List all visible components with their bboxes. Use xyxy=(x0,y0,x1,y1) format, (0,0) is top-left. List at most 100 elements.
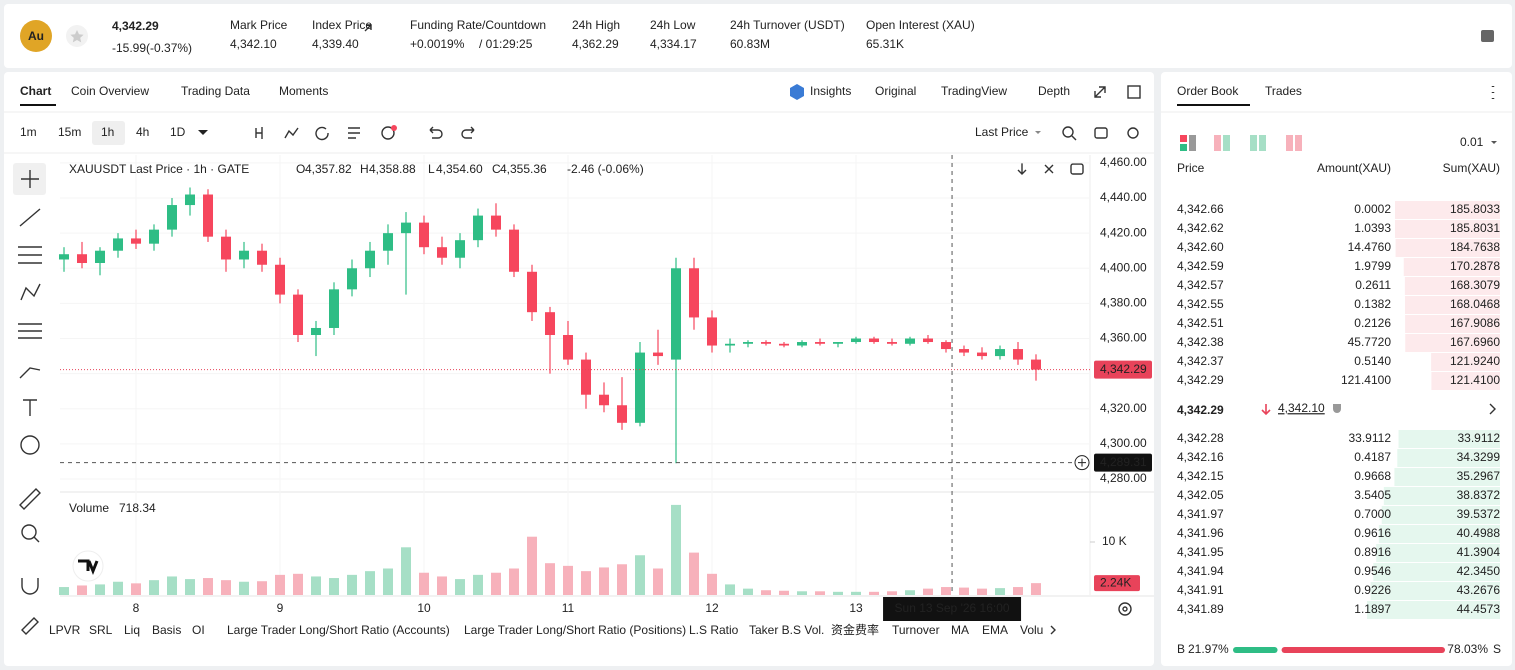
volume-bar xyxy=(131,583,142,595)
book-amount: 0.5140 xyxy=(1354,354,1391,368)
ohlc-key: O xyxy=(296,162,305,176)
column-header: Sum(XAU) xyxy=(1443,161,1500,175)
volume-bar xyxy=(869,591,880,595)
indicator[interactable]: 资金费率 xyxy=(831,622,879,637)
indicator[interactable]: SRL xyxy=(89,623,113,637)
book-price[interactable]: 4,341.95 xyxy=(1177,545,1224,559)
candle-body xyxy=(689,268,700,318)
x-tick-label: 8 xyxy=(133,601,140,615)
indicator[interactable]: Basis xyxy=(152,623,181,637)
indicator[interactable]: OI xyxy=(192,623,205,637)
book-price[interactable]: 4,342.51 xyxy=(1177,316,1224,330)
depth-bar xyxy=(1398,430,1500,448)
book-sum: 168.0468 xyxy=(1450,297,1500,311)
volume-bar xyxy=(185,579,196,595)
book-price[interactable]: 4,341.94 xyxy=(1177,564,1224,578)
book-price[interactable]: 4,342.57 xyxy=(1177,278,1224,292)
indicator[interactable]: Liq xyxy=(124,623,140,637)
book-price[interactable]: 4,342.66 xyxy=(1177,202,1224,216)
book-price[interactable]: 4,341.89 xyxy=(1177,602,1224,616)
indicator[interactable]: Large Trader Long/Short Ratio (Positions… xyxy=(464,623,686,637)
book-price[interactable]: 4,342.60 xyxy=(1177,240,1224,254)
book-price[interactable]: 4,342.55 xyxy=(1177,297,1224,311)
book-price[interactable]: 4,342.62 xyxy=(1177,221,1224,235)
candle-body xyxy=(851,338,862,343)
ohlc-value: 4,358.88 xyxy=(369,162,416,176)
book-price[interactable]: 4,342.59 xyxy=(1177,259,1224,273)
book-price[interactable]: 4,342.16 xyxy=(1177,450,1224,464)
badge xyxy=(391,125,397,131)
indicator[interactable]: Turnover xyxy=(892,623,940,637)
book-price[interactable]: 4,342.15 xyxy=(1177,469,1224,483)
notes-icon[interactable] xyxy=(1481,30,1494,42)
ohlc-change: -2.46 (-0.06%) xyxy=(567,162,644,176)
candle-body xyxy=(977,352,988,357)
indicator[interactable]: L.S Ratio xyxy=(689,623,739,637)
interval[interactable]: 4h xyxy=(136,125,149,139)
book-price[interactable]: 4,341.96 xyxy=(1177,526,1224,540)
view-option[interactable]: Insights xyxy=(810,84,851,98)
book-price[interactable]: 4,342.38 xyxy=(1177,335,1224,349)
book-price[interactable]: 4,342.29 xyxy=(1177,373,1224,387)
indicator[interactable]: Taker B.S Vol. xyxy=(749,623,824,637)
interval[interactable]: 1D xyxy=(170,125,186,139)
volume-bar xyxy=(743,588,754,595)
tab[interactable]: Trading Data xyxy=(181,84,250,98)
last-price-tag-label: 4,342.29 xyxy=(1100,362,1147,376)
book-amount: 0.8916 xyxy=(1354,545,1391,559)
interval[interactable]: 1h xyxy=(101,125,114,139)
view-option[interactable]: TradingView xyxy=(941,84,1007,98)
volume-tag-label: 2.24K xyxy=(1100,575,1131,589)
volume-bar xyxy=(941,587,952,595)
volume-bar xyxy=(473,574,484,595)
book-sum: 38.8372 xyxy=(1457,488,1501,502)
tab[interactable]: Chart xyxy=(20,84,51,98)
indicator[interactable]: EMA xyxy=(982,623,1008,637)
book-amount: 1.9799 xyxy=(1354,259,1391,273)
volume-bar xyxy=(833,591,844,595)
depth-bar xyxy=(1394,468,1500,486)
x-tick-label: 12 xyxy=(705,601,719,615)
volume-bar xyxy=(257,581,268,595)
tab[interactable]: Trades xyxy=(1265,84,1302,98)
precision[interactable]: 0.01 xyxy=(1460,135,1484,149)
toolbar-icons xyxy=(255,85,1496,635)
interval[interactable]: 1m xyxy=(20,125,37,139)
stat-label: Mark Price xyxy=(230,18,288,32)
volume-bar xyxy=(653,568,664,595)
interval[interactable]: 15m xyxy=(58,125,81,139)
book-price[interactable]: 4,341.97 xyxy=(1177,507,1224,521)
book-price[interactable]: 4,341.91 xyxy=(1177,583,1224,597)
volume-bar xyxy=(797,591,808,595)
candle-body xyxy=(725,343,736,346)
depth-bar xyxy=(1431,353,1500,371)
drawing-tools xyxy=(18,170,42,635)
book-price[interactable]: 4,342.05 xyxy=(1177,488,1224,502)
indicator[interactable]: MA xyxy=(951,623,969,637)
book-price[interactable]: 4,342.37 xyxy=(1177,354,1224,368)
candle-body xyxy=(923,338,934,343)
tab[interactable]: Moments xyxy=(279,84,328,98)
view-option[interactable]: Original xyxy=(875,84,916,98)
indicator[interactable]: Volu xyxy=(1020,623,1043,637)
volume-bar xyxy=(671,504,682,595)
indicator[interactable]: Large Trader Long/Short Ratio (Accounts) xyxy=(227,623,450,637)
depth-bar xyxy=(1378,525,1500,543)
book-sum: 121.9240 xyxy=(1450,354,1500,368)
tab[interactable]: Order Book xyxy=(1177,84,1239,98)
volume-bar xyxy=(509,568,520,595)
caret xyxy=(1035,131,1041,134)
book-sum: 42.3450 xyxy=(1457,564,1501,578)
volume-bar xyxy=(617,564,628,595)
book-price[interactable]: 4,342.28 xyxy=(1177,431,1224,445)
depth-bar xyxy=(1397,449,1500,467)
tab[interactable]: Coin Overview xyxy=(71,84,149,98)
x-tick-label: 11 xyxy=(562,601,575,615)
indicator[interactable]: LPVR xyxy=(49,623,81,637)
y-tick-label: 4,380.00 xyxy=(1100,296,1147,310)
view-option[interactable]: Depth xyxy=(1038,84,1070,98)
volume-bar xyxy=(365,571,376,595)
price-type[interactable]: Last Price xyxy=(975,125,1029,139)
candle-body xyxy=(437,247,448,258)
